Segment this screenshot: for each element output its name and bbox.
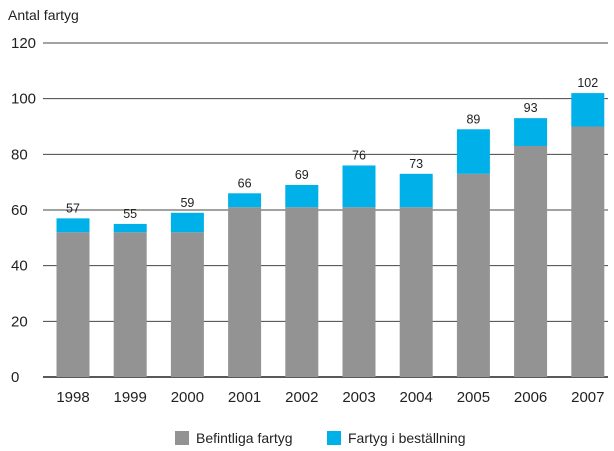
bar-befintliga-2002: [285, 207, 319, 377]
bar-bestallning-2002: [285, 184, 319, 208]
bar-befintliga-2004: [399, 207, 433, 377]
bar-bestallning-1998: [56, 218, 90, 233]
x-tick-label-1998: 1998: [56, 389, 89, 406]
total-label-2004: 73: [409, 157, 423, 171]
y-axis-ticks: 0 20 40 60 80 100 120: [11, 35, 36, 386]
bar-befintliga-2007: [571, 126, 605, 377]
total-label-2007: 102: [577, 76, 598, 90]
x-tick-label-2000: 2000: [171, 389, 204, 406]
bar-bestallning-2007: [571, 93, 605, 127]
bar-bestallning-1999: [113, 223, 147, 233]
x-tick-label-2003: 2003: [342, 389, 375, 406]
total-label-1998: 57: [66, 201, 80, 215]
y-tick-label: 80: [11, 146, 28, 163]
data-labels: 57 55 59 66 69 76 73 89 93 102: [66, 76, 598, 221]
x-tick-label-2005: 2005: [457, 389, 490, 406]
bar-befintliga-2003: [342, 207, 376, 377]
y-tick-label: 0: [11, 369, 19, 386]
total-label-2006: 93: [524, 101, 538, 115]
legend-swatch-bestallning: [327, 431, 341, 445]
bar-befintliga-1999: [113, 232, 147, 377]
legend-swatch-befintliga: [175, 431, 189, 445]
bar-befintliga-2006: [514, 145, 548, 377]
legend-label-befintliga: Befintliga fartyg: [196, 430, 293, 446]
total-label-2002: 69: [295, 168, 309, 182]
bar-befintliga-1998: [56, 232, 90, 377]
y-axis-title: Antal fartyg: [8, 7, 79, 23]
x-tick-label-2006: 2006: [514, 389, 547, 406]
bar-befintliga-2001: [228, 207, 262, 377]
x-tick-label-2004: 2004: [400, 389, 433, 406]
bar-bestallning-2006: [514, 118, 548, 146]
x-axis-ticks: 1998 1999 2000 2001 2002 2003 2004 2005 2006 2007: [56, 389, 604, 406]
bar-bestallning-2001: [228, 193, 262, 208]
y-tick-label: 40: [11, 258, 28, 275]
legend-label-bestallning: Fartyg i beställning: [348, 430, 466, 446]
total-label-1999: 55: [123, 207, 137, 221]
total-label-2001: 66: [238, 176, 252, 190]
x-tick-label-1999: 1999: [114, 389, 147, 406]
bars: [56, 93, 605, 377]
bar-bestallning-2003: [342, 165, 376, 208]
y-tick-label: 100: [11, 91, 36, 108]
x-tick-label-2007: 2007: [571, 389, 604, 406]
y-tick-label: 120: [11, 35, 36, 52]
bar-befintliga-2000: [170, 232, 204, 377]
total-label-2003: 76: [352, 148, 366, 162]
x-tick-label-2001: 2001: [228, 389, 261, 406]
bar-bestallning-2004: [399, 173, 433, 208]
legend: Befintliga fartyg Fartyg i beställning: [175, 430, 466, 446]
y-tick-label: 20: [11, 313, 28, 330]
bar-bestallning-2005: [456, 129, 490, 174]
total-label-2005: 89: [466, 112, 480, 126]
y-tick-label: 60: [11, 202, 28, 219]
total-label-2000: 59: [180, 196, 194, 210]
x-tick-label-2002: 2002: [285, 389, 318, 406]
bar-befintliga-2005: [456, 173, 490, 377]
bar-bestallning-2000: [170, 212, 204, 233]
